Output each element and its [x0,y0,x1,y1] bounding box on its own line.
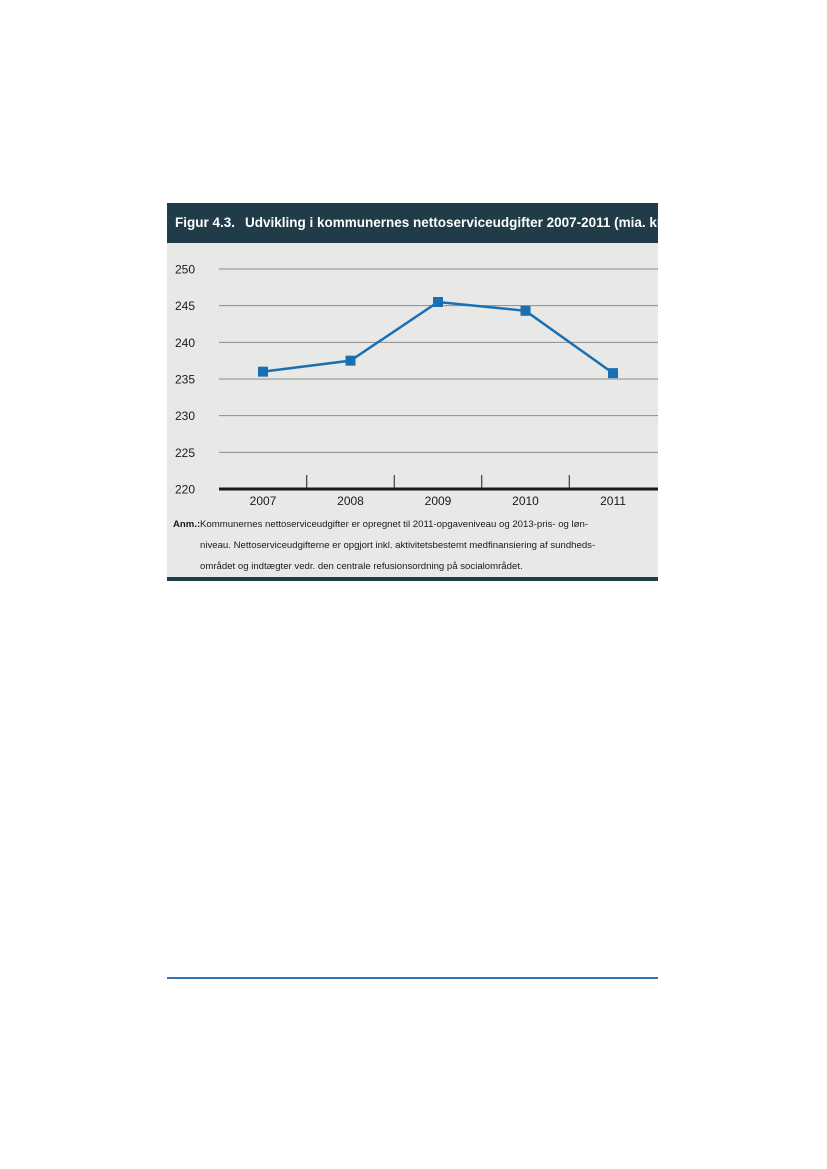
y-tick-label: 245 [175,299,195,313]
figure-note: Anm.: Kommunernes nettoserviceudgifter e… [167,514,658,577]
y-tick-label: 240 [175,336,195,350]
y-tick-label: 250 [175,263,195,277]
y-tick-label: 235 [175,373,195,387]
page-rule [167,977,658,979]
note-label: Anm.: [173,519,201,530]
data-point [608,368,618,379]
x-tick-label: 2009 [425,494,452,508]
note-line: Kommunernes nettoserviceudgifter er opre… [200,519,589,530]
data-point [345,355,356,366]
figure-bottom-bar [167,577,658,581]
note-line: området og indtægter vedr. den centrale … [200,561,523,572]
y-tick-label: 220 [175,483,195,497]
x-tick-label: 2011 [600,494,626,508]
data-point [433,297,443,307]
data-point [520,305,531,316]
note-line: niveau. Nettoserviceudgifterne er opgjor… [200,540,596,551]
figure: Figur 4.3. Udvikling i kommunernes nettos… [167,203,670,581]
data-point [258,366,268,377]
figure-number: Figur 4.3. [175,215,236,230]
note-text: Kommunernes nettoserviceudgifter er opre… [200,514,650,577]
figure-header: Figur 4.3. Udvikling i kommunernes nettos… [167,203,670,243]
x-tick-label: 2010 [512,494,539,508]
y-tick-label: 225 [175,446,195,460]
line-chart: 220 225 230 235 240 245 250 2007 2008 2009 2010 201… [175,263,658,508]
x-tick-label: 2007 [250,494,277,508]
series-line [262,300,614,375]
x-tick-label: 2008 [337,494,364,508]
y-tick-label: 230 [175,409,195,423]
figure-title: Udvikling i kommunernes nettoserviceudgi… [245,215,670,230]
